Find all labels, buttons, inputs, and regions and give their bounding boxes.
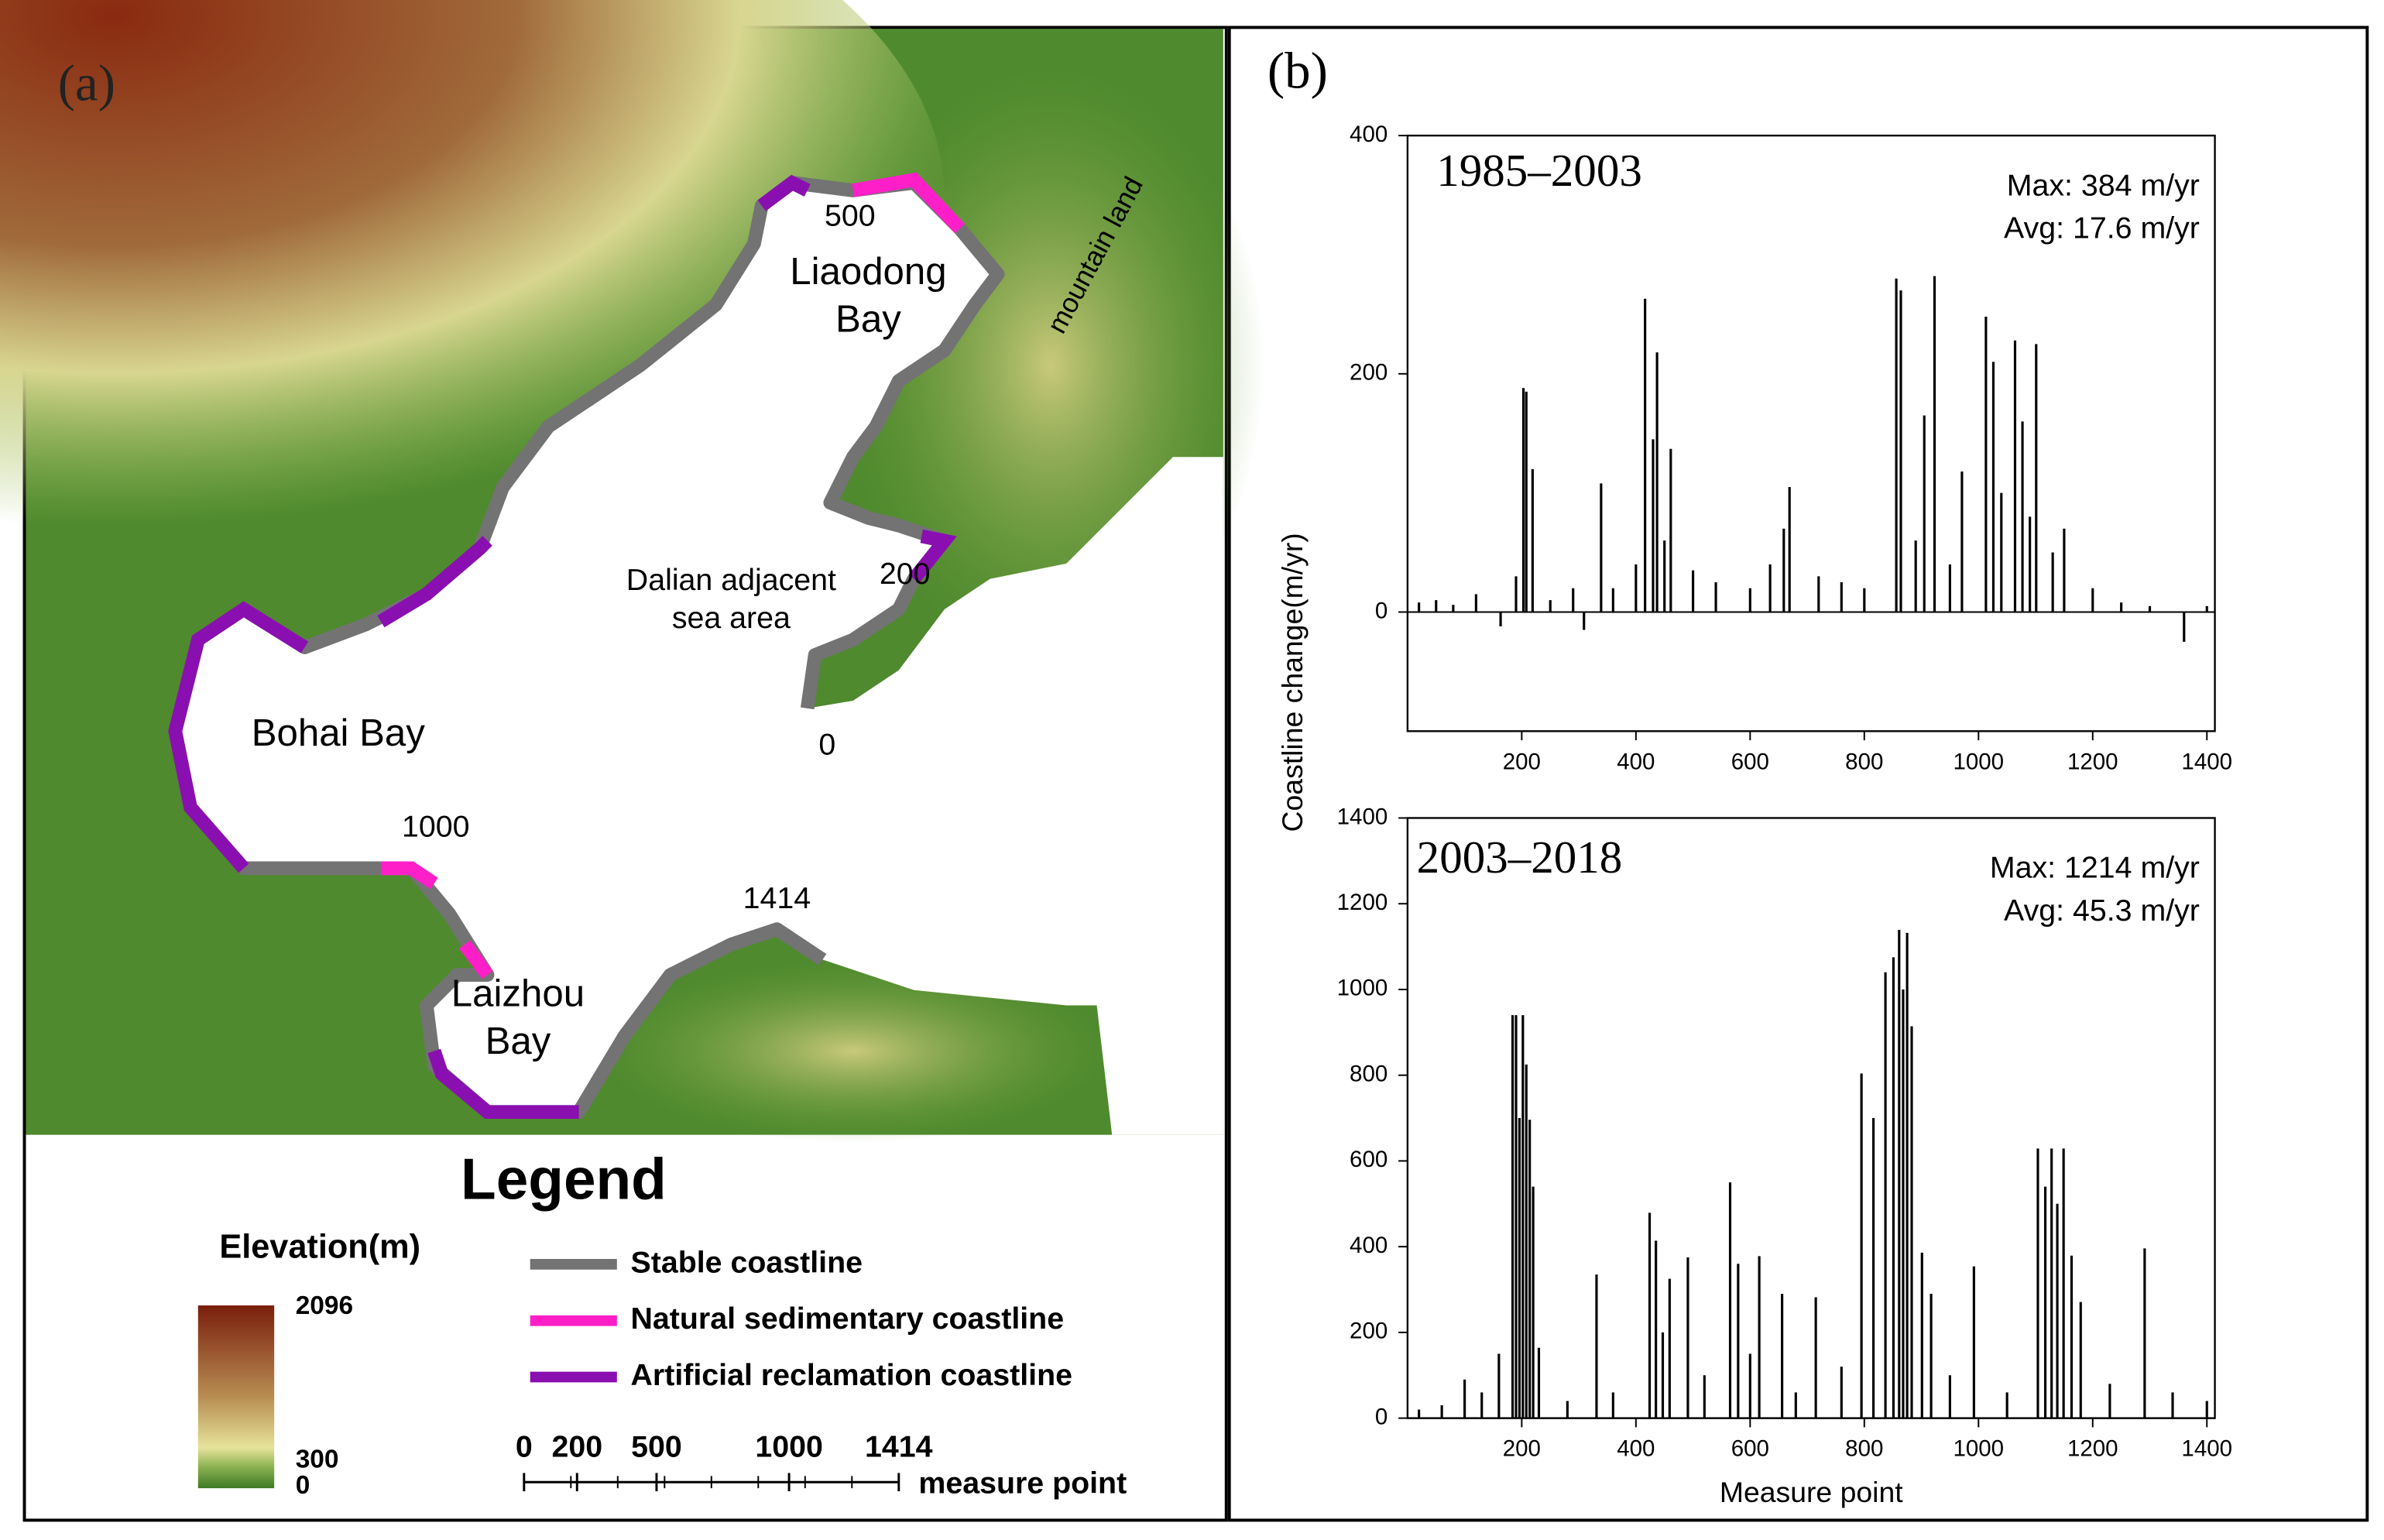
scale-label: measure point [918, 1466, 1127, 1501]
place-label: Liaodong [790, 250, 946, 293]
elevation-tick-label: 300 [296, 1446, 339, 1474]
y-tick-label: 600 [1350, 1147, 1388, 1172]
x-tick-label: 800 [1845, 749, 1883, 774]
y-tick-label: 200 [1350, 1319, 1388, 1344]
map [0, 0, 1264, 1143]
scale-tick-label: 200 [551, 1429, 602, 1463]
natural-coastline [459, 940, 493, 979]
place-label: Laizhou [451, 972, 585, 1015]
x-tick-label: 1400 [2181, 749, 2232, 774]
annotation: 1985–2003 [1436, 145, 1642, 196]
scale-tick-label: 0 [516, 1429, 533, 1463]
plot-frame [1406, 817, 2216, 1419]
x-axis-label: Measure point [1720, 1476, 1903, 1508]
panel-label: (b) [1267, 43, 1328, 100]
place-label: sea area [672, 601, 791, 635]
legend-label: Stable coastline [631, 1245, 863, 1279]
legend-title: Legend [461, 1146, 667, 1211]
measure-label: 1414 [743, 881, 811, 915]
x-tick-label: 1000 [1953, 749, 2004, 774]
elevation-tick-label: 2096 [296, 1291, 353, 1320]
x-tick-label: 200 [1503, 749, 1541, 774]
x-tick-label: 1400 [2181, 1436, 2232, 1462]
artificial-coastline [168, 601, 309, 873]
y-tick-label: 800 [1350, 1061, 1388, 1086]
y-tick-label: 400 [1350, 122, 1388, 147]
measure-label: 1000 [402, 810, 469, 844]
measure-label: 200 [880, 557, 931, 591]
artificial-coastline [908, 529, 957, 584]
panel-b-frame [1227, 26, 2369, 1522]
artificial-coastline [377, 536, 492, 628]
x-tick-label: 400 [1617, 749, 1655, 774]
scale-tick-label: 1414 [865, 1429, 933, 1463]
x-tick-label: 600 [1731, 1436, 1769, 1462]
stat-label: Max: 1214 m/yr [1990, 851, 2200, 885]
stable-coastline [168, 176, 1005, 1120]
plot-frame [1406, 134, 2216, 732]
hills [594, 959, 1113, 1143]
y-tick-label: 1200 [1337, 890, 1388, 915]
y-tick-label: 0 [1375, 598, 1388, 623]
x-tick-label: 1000 [1953, 1436, 2004, 1462]
measure-label: 500 [825, 199, 876, 233]
y-axis-label: Coastline change(m/yr) [1276, 533, 1309, 832]
legend-label: Natural sedimentary coastline [631, 1302, 1065, 1336]
natural-coastline [852, 172, 965, 234]
x-tick-label: 800 [1845, 1436, 1883, 1462]
y-tick-label: 200 [1350, 360, 1388, 386]
artificial-coastline [427, 1048, 579, 1120]
y-tick-label: 1400 [1337, 804, 1388, 829]
x-tick-label: 600 [1731, 749, 1769, 774]
elevation-title: Elevation(m) [219, 1229, 420, 1266]
y-tick-label: 1000 [1337, 976, 1388, 1001]
place-label: Bay [835, 298, 901, 341]
panel-label: (a) [58, 54, 115, 111]
natural-coastline [380, 861, 438, 890]
place-label: Dalian adjacent [626, 563, 836, 597]
scale-tick-label: 1000 [755, 1429, 823, 1463]
stat-label: Avg: 45.3 m/yr [2004, 893, 2200, 928]
measure-label: 0 [818, 727, 835, 761]
x-tick-label: 400 [1617, 1436, 1655, 1462]
stat-label: Avg: 17.6 m/yr [2004, 211, 2200, 245]
y-tick-label: 400 [1350, 1233, 1388, 1258]
elevation-tick-label: 0 [296, 1471, 310, 1500]
elevation-colorbar [197, 1305, 275, 1489]
x-tick-label: 200 [1503, 1436, 1541, 1462]
place-label: Bohai Bay [252, 712, 426, 754]
x-tick-label: 1200 [2067, 1436, 2118, 1462]
stat-label: Max: 384 m/yr [2007, 168, 2200, 202]
y-tick-label: 0 [1375, 1404, 1388, 1429]
artificial-coastline [757, 174, 811, 211]
legend [197, 1305, 899, 1489]
x-tick-label: 1200 [2067, 749, 2118, 774]
legend-label: Artificial reclamation coastline [631, 1358, 1072, 1392]
place-label: Bay [485, 1020, 551, 1062]
scale-tick-label: 500 [631, 1429, 682, 1463]
annotation: 2003–2018 [1417, 832, 1623, 883]
